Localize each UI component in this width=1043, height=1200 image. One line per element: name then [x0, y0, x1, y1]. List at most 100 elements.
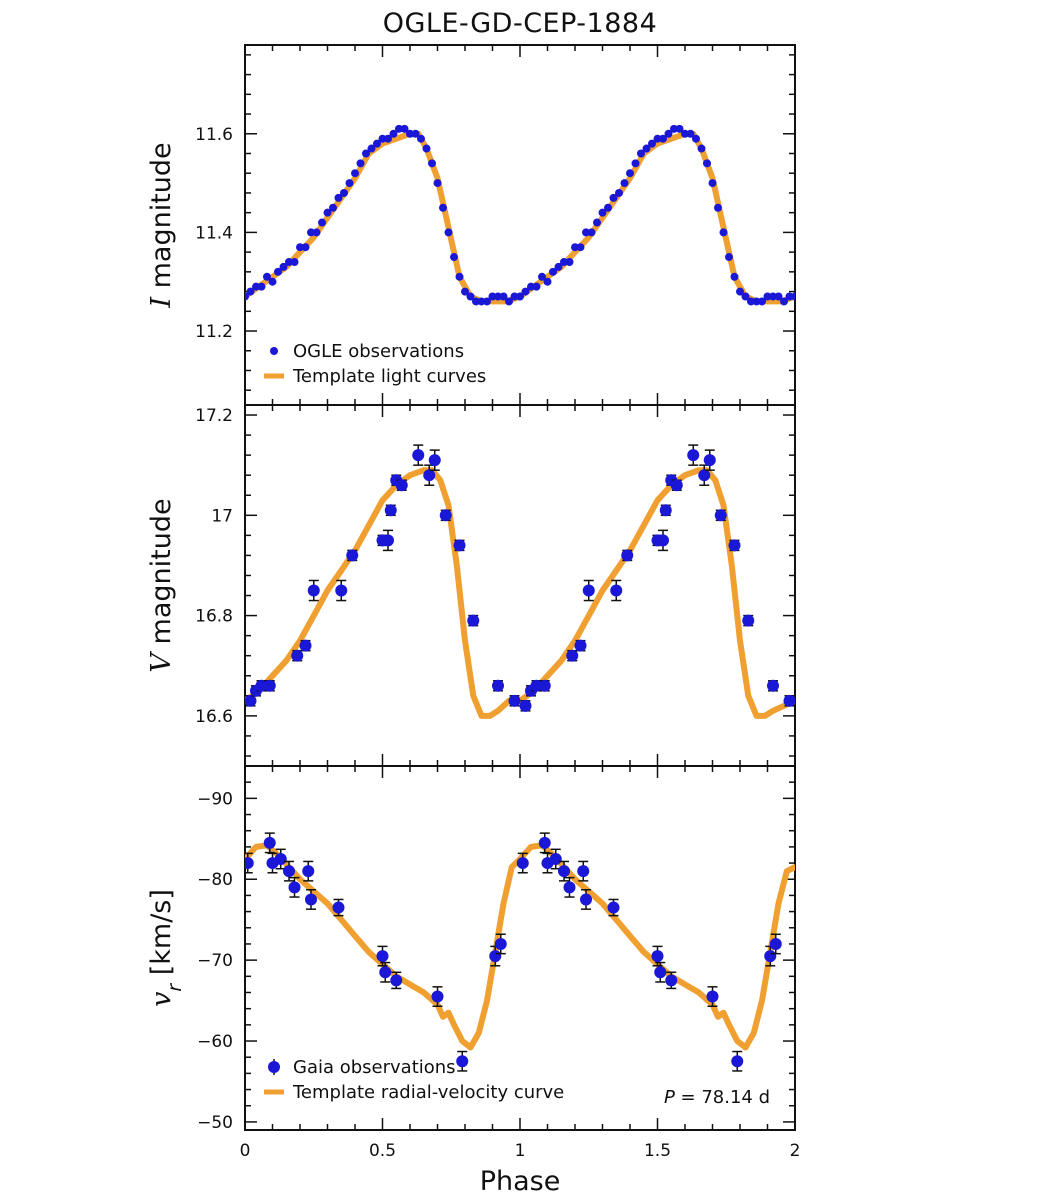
data-point [747, 297, 755, 306]
data-point [299, 639, 312, 652]
data-point [290, 257, 299, 266]
data-point [730, 272, 739, 281]
data-point [574, 639, 587, 652]
data-point [461, 287, 469, 296]
data-point [607, 901, 620, 914]
data-point [714, 203, 722, 212]
data-point [305, 893, 317, 906]
data-point [543, 277, 552, 286]
data-point [549, 267, 557, 276]
data-point [384, 504, 397, 517]
data-point [664, 129, 673, 138]
data-point [741, 292, 750, 301]
data-point [576, 243, 585, 252]
x-tick-label: 0.5 [369, 1141, 396, 1161]
data-point [659, 134, 667, 143]
middle-panel: 16.6 16.8 17 17.2 V magnitude [146, 404, 796, 767]
y-tick-label: −70 [197, 951, 233, 971]
data-point [492, 679, 504, 692]
data-point [687, 449, 700, 462]
data-point [637, 149, 645, 158]
data-point [554, 262, 563, 271]
data-point [245, 694, 257, 707]
data-point [516, 857, 529, 870]
data-point [670, 479, 683, 492]
data-point [665, 974, 678, 987]
y-axis-label: I magnitude [146, 142, 177, 308]
data-point [301, 243, 310, 252]
data-point [505, 297, 513, 306]
data-point [728, 539, 741, 552]
data-point [431, 990, 444, 1003]
data-point [340, 188, 348, 197]
data-point [395, 124, 403, 133]
data-point [335, 584, 348, 597]
data-point [489, 950, 502, 963]
data-point [563, 881, 576, 894]
data-point [263, 836, 276, 849]
data-point [263, 272, 271, 281]
bottom-panel: −50 −60 −70 −80 −90 0 0.5 1 1.5 2 vr [km/s] Gaia ob… [146, 765, 801, 1161]
y-axis-label: vr [km/s] [146, 889, 186, 1007]
data-point [367, 144, 376, 153]
data-point [246, 287, 255, 296]
data-point [444, 228, 453, 237]
chart-title: OGLE-GD-CEP-1884 [383, 8, 658, 39]
data-point [620, 179, 629, 188]
data-point [263, 679, 276, 692]
data-point [428, 159, 436, 168]
data-point [417, 134, 425, 143]
data-point [384, 134, 392, 143]
y-tick-label: 11.6 [195, 125, 233, 145]
data-point [428, 454, 441, 467]
data-point [538, 272, 546, 281]
data-point [389, 129, 398, 138]
x-tick-label: 2 [790, 1141, 801, 1161]
data-point [731, 1055, 744, 1068]
data-point [681, 129, 689, 138]
data-point [422, 144, 431, 153]
template-curve [245, 467, 795, 719]
x-tick-label: 1 [515, 1141, 526, 1161]
data-point [382, 534, 394, 547]
data-point [406, 129, 414, 138]
data-point [703, 159, 711, 168]
y-tick-label: −80 [197, 870, 233, 890]
data-point [312, 228, 321, 237]
data-point [708, 179, 717, 188]
data-point [285, 257, 293, 266]
data-point [334, 193, 343, 202]
legend-marker [270, 347, 278, 355]
data-point [390, 974, 403, 987]
y-tick-label: 11.2 [195, 322, 233, 342]
data-point [774, 292, 783, 301]
data-point [274, 267, 282, 276]
data-point [698, 469, 711, 482]
data-point [538, 679, 551, 692]
data-point [356, 159, 365, 168]
template-curve [245, 842, 795, 1051]
data-point [769, 292, 777, 301]
data-point [648, 139, 656, 148]
y-axis-label: V magnitude [146, 498, 177, 672]
data-point [651, 950, 664, 963]
legend-label: Template light curves [292, 366, 486, 387]
data-point [488, 292, 497, 301]
data-point [571, 243, 579, 252]
y-tick-label: 17 [211, 506, 233, 526]
y-tick-label: −90 [197, 789, 233, 809]
x-tick-label: 0 [240, 1141, 251, 1161]
data-point [395, 479, 408, 492]
plot-area [245, 444, 795, 719]
data-point [582, 228, 590, 237]
data-point [455, 272, 464, 281]
data-point [706, 990, 719, 1003]
data-point [752, 297, 761, 306]
data-point [582, 584, 595, 597]
data-point [769, 937, 782, 950]
data-point [631, 159, 640, 168]
data-point [565, 257, 574, 266]
data-point [257, 282, 266, 291]
data-point [302, 865, 315, 878]
y-tick-label: 11.4 [195, 223, 233, 243]
